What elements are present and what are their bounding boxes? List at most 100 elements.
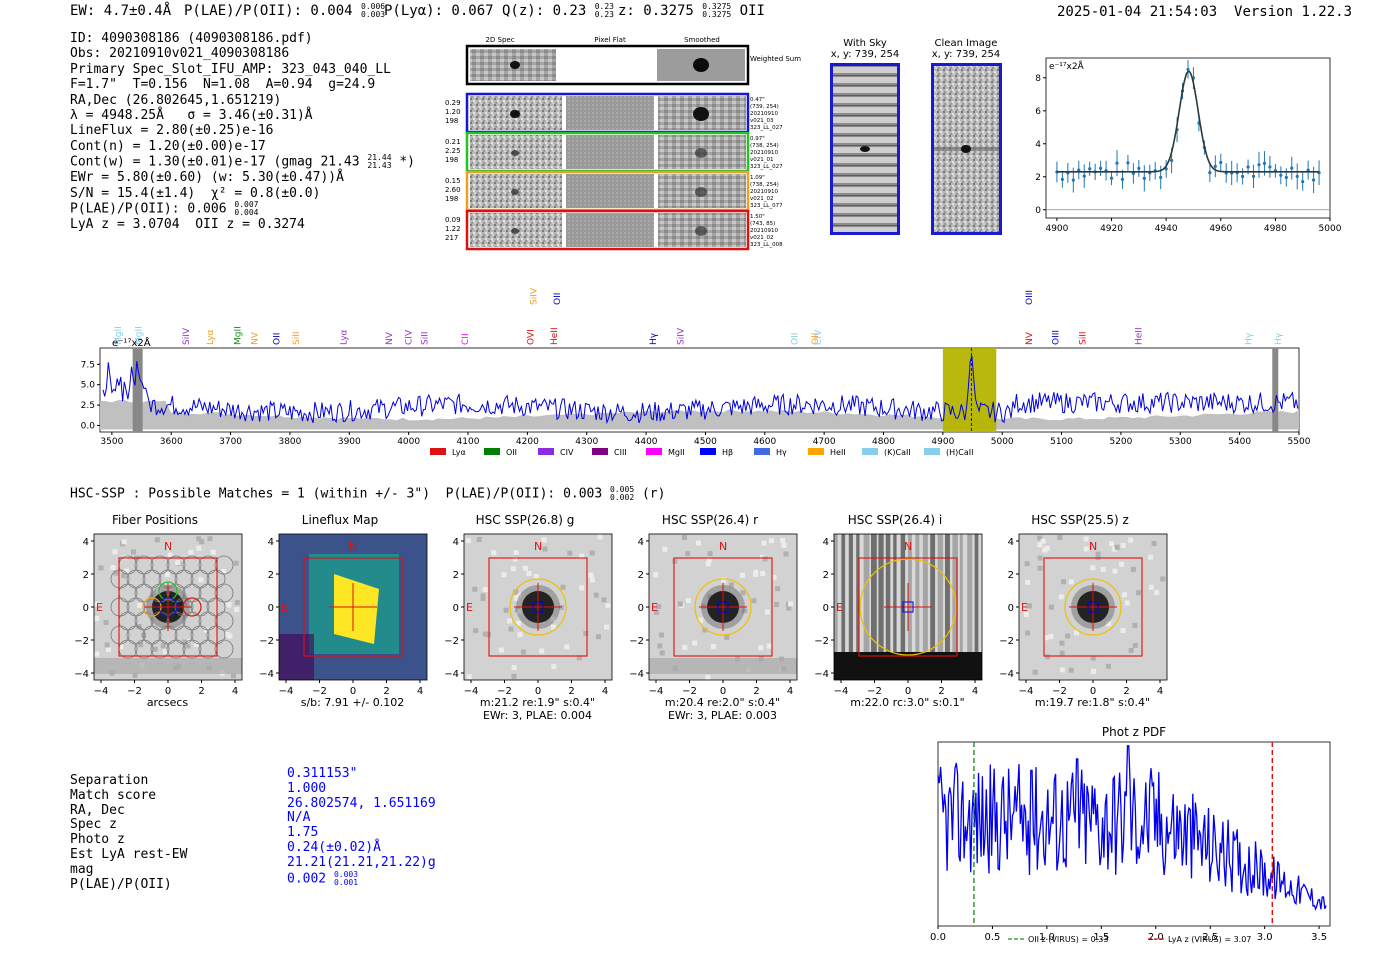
spectrum-xtick: 4400: [635, 437, 658, 447]
spec2d-row-left-label: 2.60: [445, 186, 461, 194]
cutout-caption: m:20.4 re:2.0" s:0.4" EWr: 3, PLAE: 0.003: [664, 696, 781, 722]
spec2d-row-right-label: v021_03: [750, 118, 774, 124]
spectrum-legend-item: OII: [484, 448, 517, 457]
cutout-xtick: −2: [312, 686, 327, 697]
spectrum-xtick: 3500: [100, 437, 123, 447]
cutout-xtick: 4: [787, 686, 793, 697]
photz-legend-oii: OII z (VIRUS) = 0.33: [1028, 935, 1108, 944]
match-labels: Separation Match score RA, Dec Spec z Ph…: [70, 773, 187, 892]
spec2d-row-right-label: (738, 254): [750, 143, 779, 149]
fit-point: [1120, 169, 1125, 189]
spectrum-legend-label: MgII: [668, 448, 685, 457]
emission-line-label: NV: [1025, 331, 1035, 345]
spectrum-xtick: 4200: [516, 437, 539, 447]
cutout-xtick: 2: [383, 686, 389, 697]
emission-line-label: NV: [250, 331, 260, 345]
line-fit-plot: e⁻¹⁷x2Å 4900 4920 4940 4960 4980 5000 0 2 4 6 8: [1035, 57, 1342, 234]
spec2d-row-right-label: 0.47": [750, 97, 765, 103]
info-sn: S/N = 15.4(±1.4) χ² = 0.8(±0.0): [70, 185, 321, 201]
mask-region-left: [132, 348, 143, 432]
spectrum-xtick: 5500: [1288, 437, 1311, 447]
cutout-xtick: −4: [1019, 686, 1034, 697]
fit-point: [1077, 160, 1081, 180]
cutout-title: HSC SSP(26.8) g: [475, 513, 575, 527]
emission-line-label: OII: [272, 333, 282, 345]
cutout-ytick: −2: [629, 636, 644, 647]
header-plya: P(Lyα): 0.067: [384, 3, 494, 19]
line-fit-ylabel: e⁻¹⁷x2Å: [1049, 60, 1085, 72]
spectrum-plot: MgII MgII SiIV Lyα MgII NV OII SiII Lyα NV CIV SiII…: [81, 287, 1311, 457]
fit-point: [1306, 160, 1310, 180]
spec2d-row-right-label: 1.09": [750, 175, 765, 181]
cutout-xtick: 2: [938, 686, 944, 697]
clean-image: [931, 63, 1002, 235]
north-label: N: [349, 540, 357, 553]
search-box: [858, 557, 958, 657]
spec2d-row-right-label: 323_LL_077: [750, 203, 783, 209]
spectrum-continuum: [100, 399, 1299, 430]
spectrum-legend-label: Hβ: [722, 448, 733, 457]
info-radec: RA,Dec (26.802645,1.651219): [70, 92, 282, 108]
emission-line-label: SiII: [292, 331, 302, 345]
match-value: 0.24(±0.02)Å: [287, 839, 381, 855]
cutout-xtick: −2: [682, 686, 697, 697]
spec2d-row-left-label: 198: [445, 156, 458, 164]
fit-point: [1159, 165, 1163, 190]
cutout-ytick: −4: [74, 669, 89, 680]
cutout-caption: m:21.2 re:1.9" s:0.4" EWr: 3, PLAE: 0.004: [479, 696, 596, 722]
cutout-panel: N E −4 −2 0 2 4 4 2 0 −2 −4: [999, 533, 1168, 697]
fit-point: [1208, 163, 1212, 182]
spectrum-legend-item: MgII: [646, 448, 685, 457]
north-label: N: [534, 540, 542, 553]
spectrum-legend-label: CIV: [560, 448, 574, 457]
col-header-2dspec: 2D Spec: [485, 36, 514, 44]
cutout-caption: m:22.0 rc:3.0" s:0.1": [850, 696, 965, 709]
search-box: [673, 557, 773, 657]
emission-line-label: Lyα: [339, 329, 349, 345]
hsc-title: HSC-SSP : Possible Matches = 1 (within +…: [70, 485, 666, 502]
photz-xtick: 0.0: [930, 932, 946, 943]
cutout-ytick: 2: [823, 570, 829, 581]
emission-line-label: CIV: [405, 329, 415, 345]
cutout-panel: N E −4 −2 0 2 4 4 2 0 −2 −4: [444, 533, 613, 697]
cutout-xtick: 0: [1090, 686, 1096, 697]
header-plae: P(LAE)/P(OII): 0.004 0.006 0.003: [184, 2, 386, 20]
spectrum-xtick: 3800: [278, 437, 301, 447]
spec2d-panel: 2D Spec Pixel Flat Smoothed Weighted Sum…: [445, 36, 801, 251]
emission-line-label: Hγ: [1274, 332, 1284, 345]
spectrum-ylabel: e⁻¹⁷x2Å: [112, 336, 151, 349]
cutout-ytick: 0: [83, 603, 89, 614]
spec2d-row-right-label: 20210910: [750, 150, 778, 156]
spec2d-row-right-label: v021_02: [750, 196, 774, 202]
info-lya: LyA z = 3.0704 OII z = 0.3274: [70, 217, 305, 233]
cutout-ytick: 4: [638, 537, 644, 548]
cutout-ytick: 0: [453, 603, 459, 614]
emission-line-label: SiII: [421, 331, 431, 345]
cutout-ytick: 0: [268, 603, 274, 614]
photz-xtick: 2.0: [1148, 932, 1164, 943]
fit-point: [1290, 156, 1294, 180]
cutout-ytick: −2: [259, 636, 274, 647]
info-contw: Cont(w) = 1.30(±0.01)e-17 (gmag 21.43 21…: [70, 153, 415, 171]
cutout-caption: m:19.7 re:1.8" s:0.4": [1034, 696, 1151, 709]
spec2d-row-right-label: v021_02: [750, 235, 774, 241]
header-ew: EW: 4.7±0.4Å: [70, 3, 172, 19]
emission-line-label: SiII: [1078, 331, 1088, 345]
photz-legend-lya: LyA z (VIRUS) = 3.07: [1168, 935, 1251, 944]
header-qz: Q(z): 0.23 0.23 0.23: [502, 2, 614, 20]
photz-xtick: 0.5: [984, 932, 1000, 943]
search-box: [1043, 557, 1143, 657]
spectrum-legend-item: Hγ: [754, 448, 787, 457]
spectrum-xtick: 4000: [397, 437, 420, 447]
spectrum-ytick: 2.5: [81, 401, 95, 411]
fit-xtick: 4900: [1045, 224, 1068, 234]
north-label: N: [904, 540, 912, 553]
info-contn: Cont(n) = 1.20(±0.00)e-17: [70, 138, 266, 154]
spec2d-row-right-label: 20210910: [750, 228, 778, 234]
info-lambda: λ = 4948.25Å σ = 3.46(±0.31)Å: [70, 108, 313, 124]
cutout-xtick: −4: [834, 686, 849, 697]
spectrum-xtick: 4300: [575, 437, 598, 447]
cutout-panel: N E −4 −2 0 2 4 4 2 0 −2 −4: [74, 533, 243, 697]
match-value: N/A: [287, 810, 311, 826]
emission-line-label: CIV: [814, 329, 824, 345]
